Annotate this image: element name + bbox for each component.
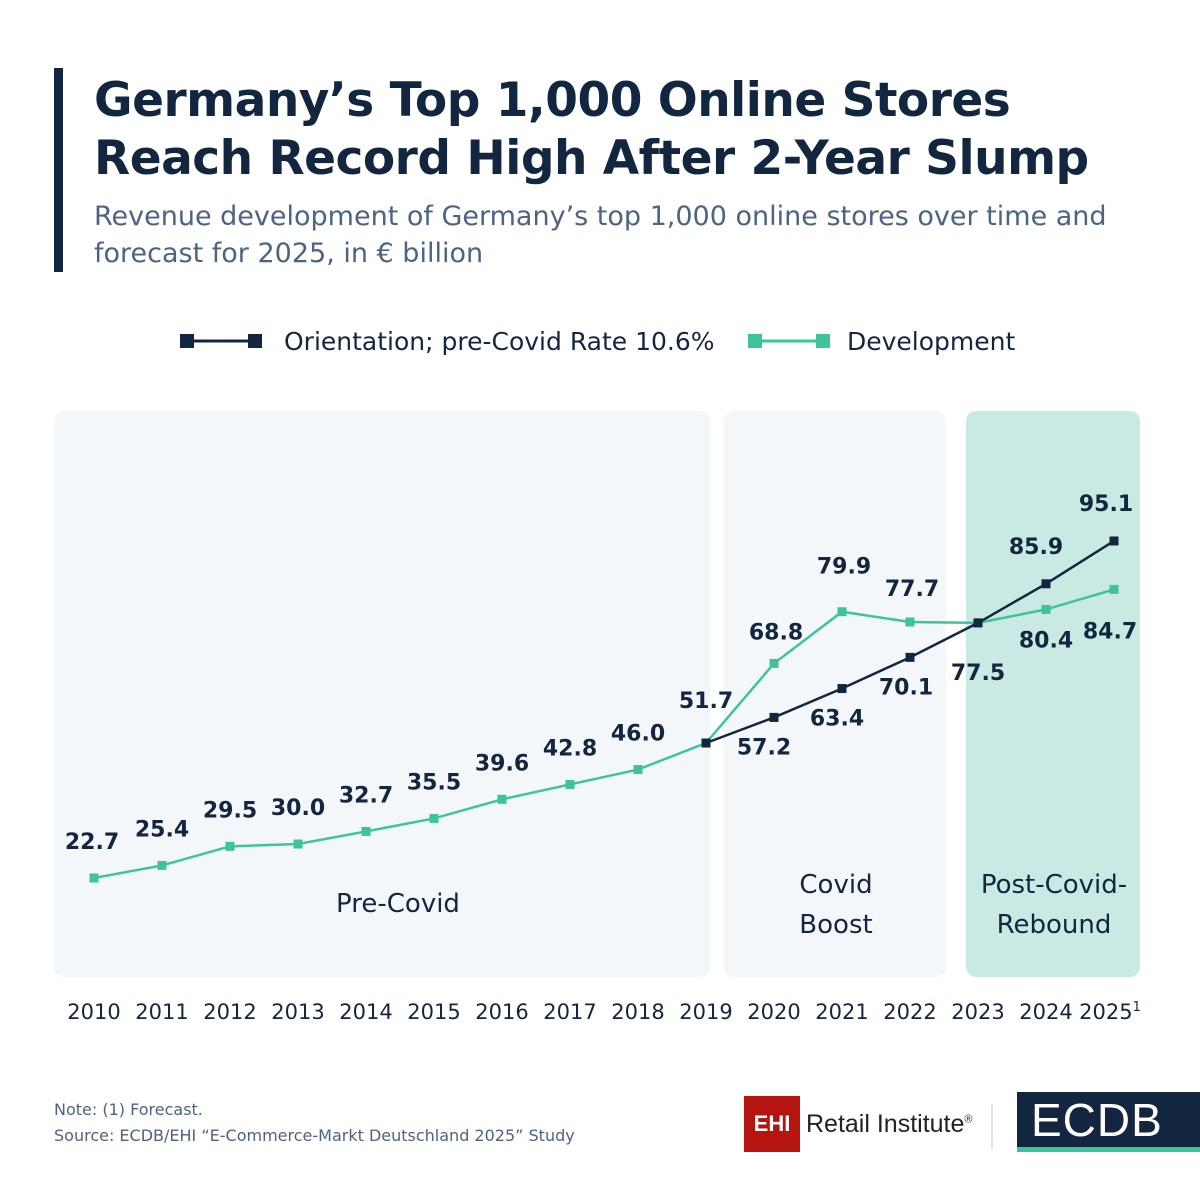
data-point	[497, 794, 507, 804]
subtitle: Revenue development of Germany’s top 1,0…	[94, 201, 1107, 269]
data-label: 63.4	[810, 707, 864, 732]
data-point	[769, 712, 779, 722]
x-tick-label: 2021	[815, 1000, 868, 1024]
data-label: 46.0	[611, 722, 665, 747]
series-line	[93, 588, 1115, 880]
footnote: Note: (1) Forecast. Source: ECDB/EHI “E-C…	[54, 1100, 575, 1145]
legend-label: Orientation; pre-Covid Rate 10.6%	[284, 327, 715, 356]
x-tick-label: 2019	[679, 1000, 732, 1024]
data-label: 32.7	[339, 783, 393, 808]
x-tick-label: 2020	[747, 1000, 800, 1024]
x-tick-label: 2013	[271, 1000, 324, 1024]
data-point	[905, 652, 915, 662]
data-label: 51.7	[679, 689, 733, 714]
data-point	[1041, 579, 1051, 589]
data-label: 29.5	[203, 798, 257, 823]
data-label: 85.9	[1009, 535, 1063, 560]
x-tick-label: 20251	[1079, 1000, 1141, 1024]
legend-marker	[248, 334, 262, 348]
period-label: Rebound	[997, 910, 1112, 940]
data-point	[1041, 604, 1051, 614]
data-label: 79.9	[817, 555, 871, 580]
data-point	[157, 860, 167, 870]
x-tick-label: 2010	[67, 1000, 120, 1024]
legend-label: Development	[847, 327, 1015, 356]
x-tick-label: 2012	[203, 1000, 256, 1024]
period-label: Post-Covid-	[981, 870, 1127, 900]
data-point	[1109, 536, 1119, 546]
data-label: 57.2	[737, 735, 791, 760]
data-point	[225, 841, 235, 851]
data-point	[429, 813, 439, 823]
x-tick-label: 2024	[1019, 1000, 1072, 1024]
data-label: 77.5	[951, 661, 1005, 686]
period-label: Pre-Covid	[336, 889, 460, 919]
data-label: 35.5	[407, 770, 461, 795]
x-tick-label: 2018	[611, 1000, 664, 1024]
data-point	[1109, 584, 1119, 594]
data-point	[633, 765, 643, 775]
period-label: Boost	[799, 910, 872, 940]
data-label: 80.4	[1019, 628, 1073, 653]
legend-marker	[816, 334, 830, 348]
data-label: 95.1	[1079, 492, 1133, 517]
data-point	[769, 658, 779, 668]
data-point	[89, 873, 99, 883]
data-label: 84.7	[1083, 619, 1137, 644]
x-tick-label: 2016	[475, 1000, 528, 1024]
logo-divider	[991, 1104, 993, 1150]
data-label: 42.8	[543, 736, 597, 761]
x-tick-label: 2014	[339, 1000, 392, 1024]
period-panel	[54, 411, 710, 977]
x-tick-label: 2011	[135, 1000, 188, 1024]
period-label: Covid	[799, 870, 872, 900]
data-label: 70.1	[879, 675, 933, 700]
data-point	[701, 738, 711, 748]
data-point	[293, 839, 303, 849]
x-tick-label: 2015	[407, 1000, 460, 1024]
line-chart: Pre-Covid Covid Boost Post-Covid- Rebound Ori…	[54, 327, 1141, 1024]
ehi-logo: EHI Retail Institute®	[744, 1096, 973, 1152]
data-label: 39.6	[475, 751, 529, 776]
period-panel	[724, 411, 946, 977]
legend-marker	[748, 334, 762, 348]
data-label: 25.4	[135, 817, 189, 842]
data-point	[837, 607, 847, 617]
data-point	[361, 826, 371, 836]
data-point	[973, 618, 983, 628]
ecdb-logo: ECDB	[1017, 1092, 1200, 1152]
data-point	[837, 684, 847, 694]
data-point	[905, 617, 915, 627]
legend-marker	[180, 334, 194, 348]
data-label: 77.7	[885, 577, 939, 602]
data-label: 22.7	[65, 830, 119, 855]
x-tick-label: 2022	[883, 1000, 936, 1024]
data-point	[565, 779, 575, 789]
x-tick-label: 2017	[543, 1000, 596, 1024]
page-title: Germany’s Top 1,000 Online Stores Reach R…	[94, 73, 1089, 186]
data-label: 68.8	[749, 620, 803, 645]
data-label: 30.0	[271, 796, 325, 821]
title-accent-bar	[54, 68, 63, 272]
x-tick-label: 2023	[951, 1000, 1004, 1024]
